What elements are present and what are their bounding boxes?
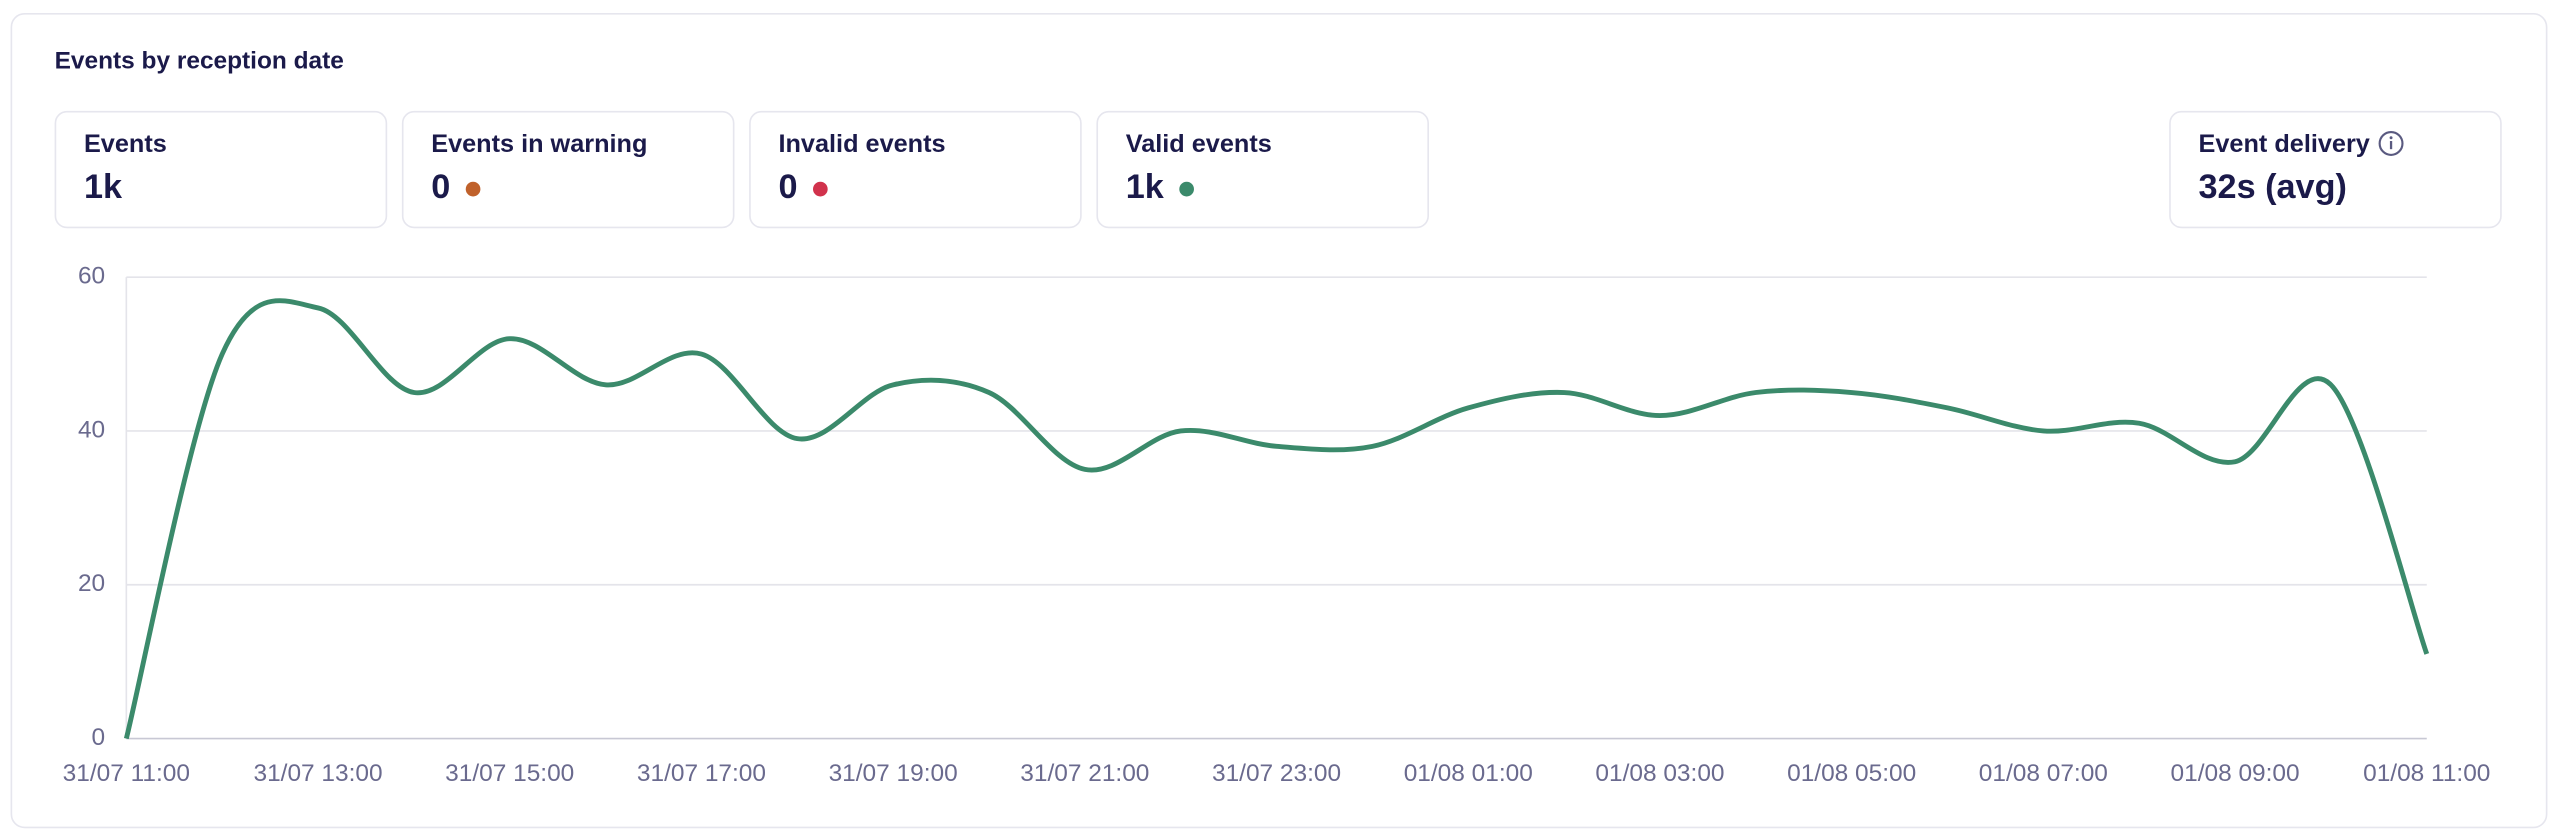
- stat-label: Valid events: [1126, 130, 1272, 158]
- stat-box: [54, 110, 388, 229]
- x-tick-label: 31/07 15:00: [445, 760, 574, 787]
- x-tick-label: 01/08 03:00: [1595, 760, 1724, 787]
- stat-value: 0: [431, 168, 450, 206]
- x-tick-label: 01/08 01:00: [1404, 760, 1533, 787]
- y-tick-label: 0: [92, 724, 106, 751]
- stat-value: 0: [778, 168, 797, 206]
- stat-value: 1k: [84, 168, 123, 206]
- info-icon-dot: [2389, 136, 2393, 140]
- card-title: Events by reception date: [55, 47, 344, 74]
- status-dot: [813, 181, 828, 197]
- stat-label: Invalid events: [778, 130, 945, 158]
- x-tick-label: 31/07 21:00: [1020, 760, 1149, 787]
- x-tick-label: 31/07 11:00: [63, 760, 190, 787]
- stat-label: Events in warning: [431, 130, 647, 158]
- info-icon: [2378, 130, 2404, 156]
- y-tick-label: 20: [78, 570, 105, 597]
- stat-box: [749, 110, 1082, 229]
- x-tick-label: 31/07 19:00: [829, 760, 958, 787]
- stat-value: 32s (avg): [2199, 168, 2347, 206]
- x-tick-label: 01/08 09:00: [2171, 760, 2300, 787]
- stat-box: [1096, 110, 1429, 229]
- x-tick-label: 01/08 05:00: [1787, 760, 1916, 787]
- stat-label: Events: [84, 130, 167, 158]
- x-tick-label: 31/07 23:00: [1212, 760, 1341, 787]
- stat-label: Event delivery: [2199, 130, 2370, 158]
- x-tick-label: 31/07 13:00: [253, 760, 382, 787]
- data-line: [123, 298, 2430, 740]
- x-tick-label: 01/08 07:00: [1979, 760, 2108, 787]
- stat-box: [2169, 110, 2502, 229]
- status-dot: [1179, 181, 1194, 197]
- x-tick-label: 01/08 11:00: [2363, 760, 2490, 787]
- y-tick-label: 60: [78, 263, 105, 290]
- status-dot: [465, 181, 481, 197]
- stat-value: 1k: [1126, 168, 1165, 206]
- stat-box: [401, 110, 735, 229]
- x-tick-label: 31/07 17:00: [637, 760, 766, 787]
- y-tick-label: 40: [78, 416, 105, 443]
